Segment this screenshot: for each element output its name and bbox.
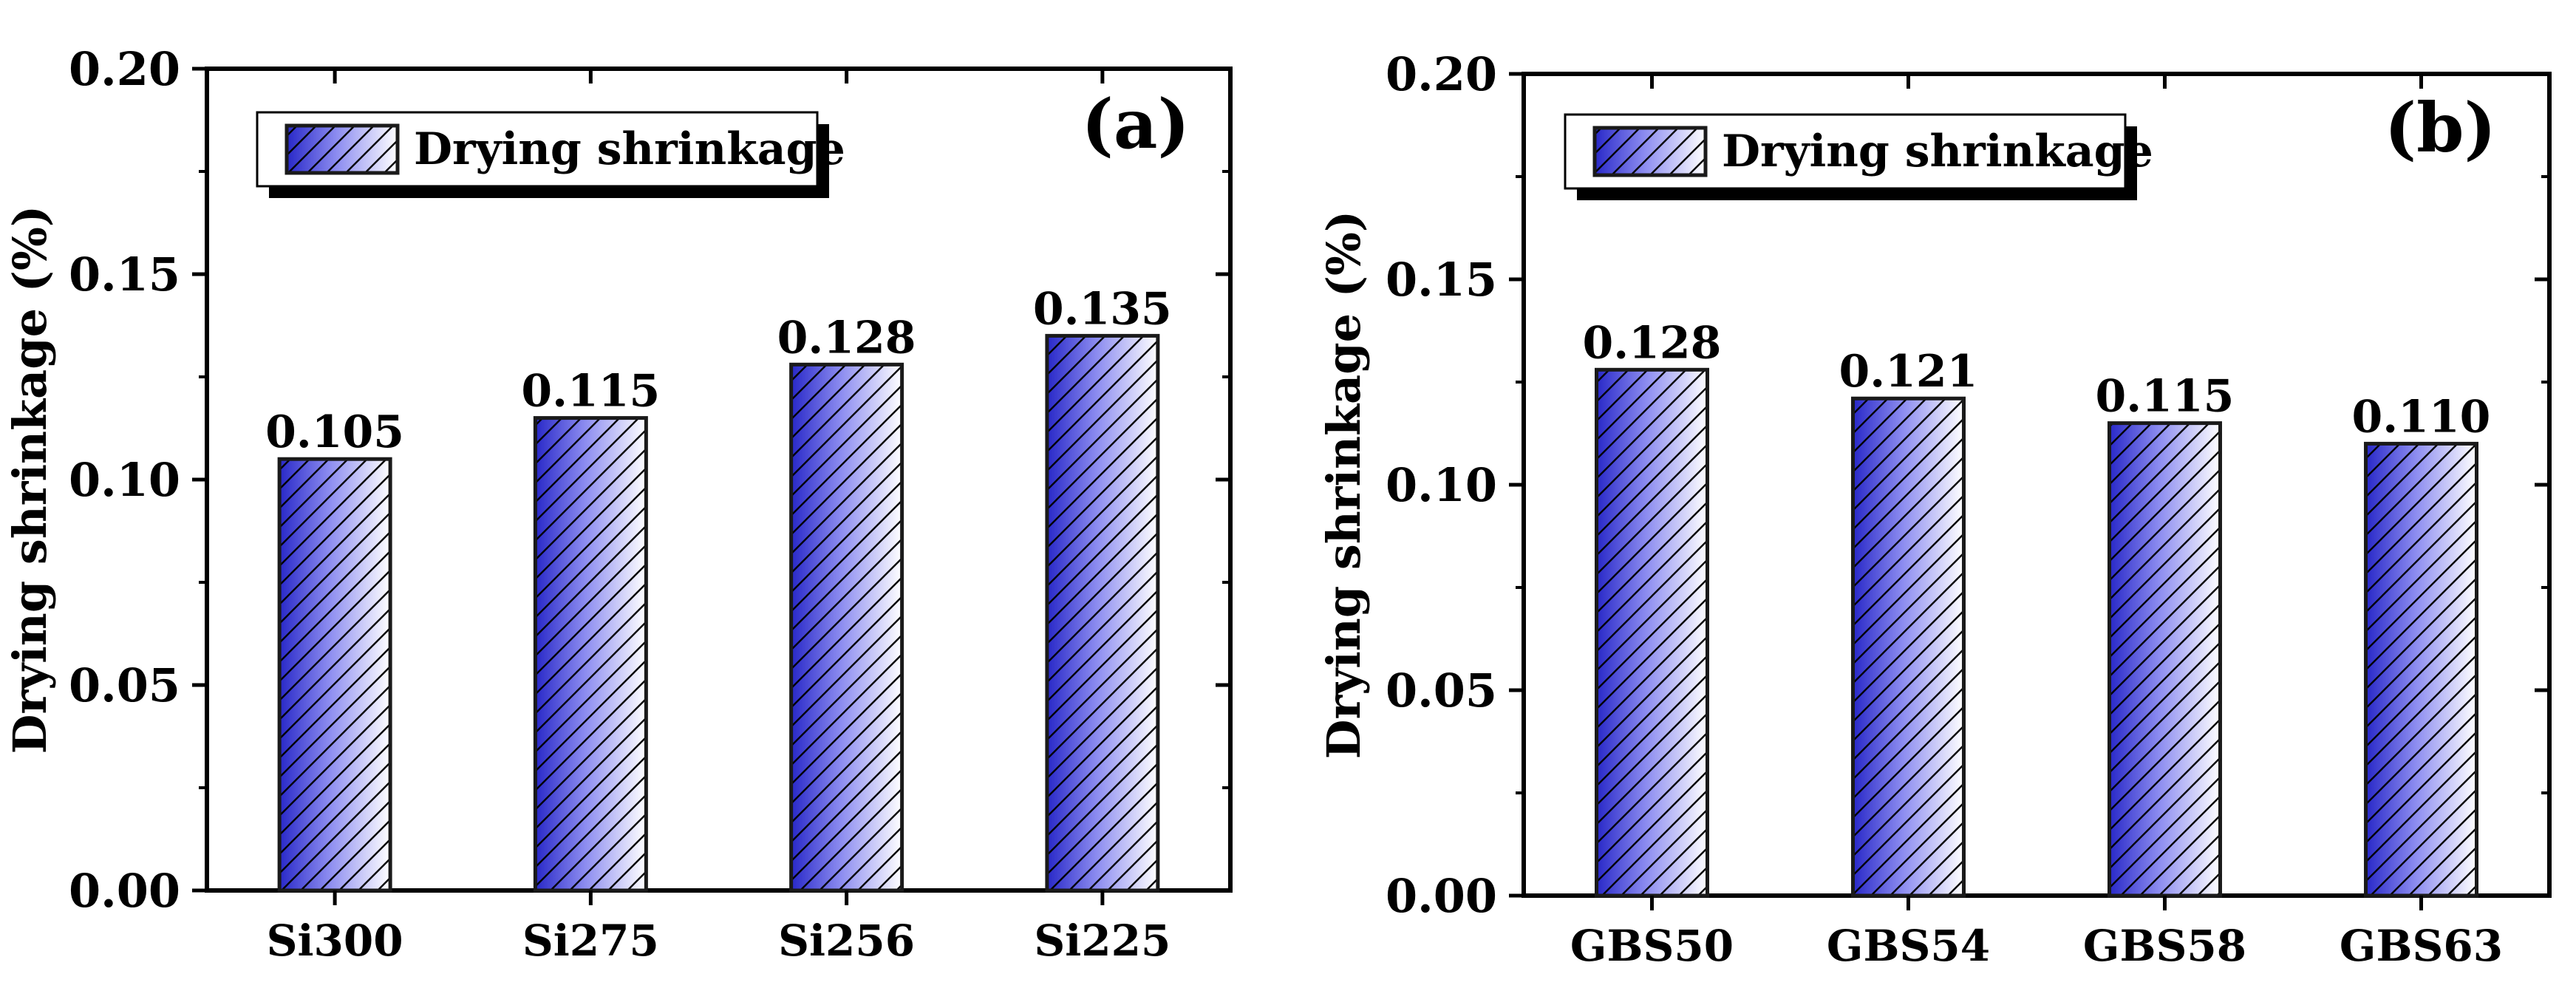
y-tick-label: 0.10 [1386,458,1497,512]
chart-panel-b: 0.00 0.05 0.10 0.15 0.20 Drying shrinkage (%)… [1317,47,2552,971]
bar-value-label: 0.115 [521,366,660,418]
bar [1851,396,1966,898]
y-tick-label: 0.20 [69,42,180,96]
y-tick-label: 0.20 [1386,47,1497,101]
x-tick-label: GBS63 [2340,921,2503,971]
y-axis-title: Drying shrinkage (%) [3,205,57,754]
bar [789,362,904,893]
y-tick-label: 0.05 [69,658,180,712]
bar-value-label: 0.135 [1033,283,1172,335]
bar [1045,333,1160,893]
y-axis-title: Drying shrinkage (%) [1317,211,1371,759]
x-tick-label: GBS50 [1570,921,1734,971]
legend-swatch [284,123,400,175]
bar [1595,367,1709,898]
panel-label: (a) [1081,84,1190,164]
bar-value-label: 0.105 [265,406,404,458]
bar-value-label: 0.128 [777,312,916,364]
y-tick-label: 0.00 [69,864,180,918]
y-tick-label: 0.05 [1386,664,1497,718]
x-tick-label: Si300 [267,916,403,966]
legend-label: Drying shrinkage [1722,126,2153,177]
panel-label: (b) [2385,88,2496,168]
x-tick-label: Si225 [1034,916,1171,966]
x-tick-label: Si256 [778,916,915,966]
bar-value-label: 0.115 [2096,371,2235,423]
x-tick-label: Si275 [522,916,659,966]
bar-value-label: 0.128 [1583,317,1722,369]
bar [533,416,648,893]
y-tick-label: 0.10 [69,453,180,507]
bar [277,457,392,893]
legend-label: Drying shrinkage [414,123,845,175]
y-tick-label: 0.00 [1386,869,1497,923]
y-tick-label: 0.15 [1386,253,1497,307]
legend-swatch [1592,126,1708,177]
bar-value-label: 0.121 [1839,346,1978,398]
bar [2108,421,2222,898]
x-tick-label: GBS54 [1827,921,1990,971]
chart-panel-a: 0.00 0.05 0.10 0.15 0.20 Drying shrinkage (%)… [3,42,1233,966]
x-tick-label: GBS58 [2083,921,2246,971]
bar-value-label: 0.110 [2352,391,2491,443]
y-tick-label: 0.15 [69,248,180,301]
bar [2364,441,2478,898]
